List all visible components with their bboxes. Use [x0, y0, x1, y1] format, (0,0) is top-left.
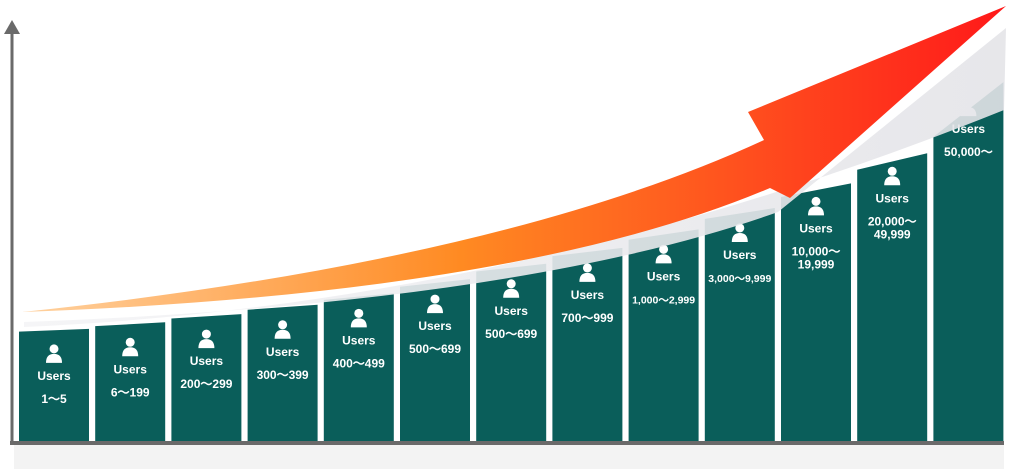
users-label: Users	[876, 191, 910, 205]
users-label: Users	[799, 221, 833, 235]
user-icon	[198, 329, 215, 349]
category-label: 300～399	[257, 368, 309, 382]
y-axis-arrowhead	[4, 20, 20, 34]
users-label: Users	[418, 319, 452, 333]
category-label: 49,999	[874, 227, 911, 241]
category-label: 500～699	[409, 342, 461, 356]
bar	[781, 183, 851, 442]
category-label: 500～699	[485, 327, 537, 341]
category-label: 1～5	[41, 392, 67, 406]
user-icon	[503, 279, 520, 298]
category-label: 10,000～	[792, 244, 841, 258]
category-label: 200～299	[180, 377, 232, 391]
users-label: Users	[647, 269, 681, 283]
user-icon	[731, 223, 748, 242]
category-label: 400～499	[333, 356, 385, 370]
bar	[247, 304, 318, 441]
floor-reflection	[14, 443, 1004, 469]
category-label: 6～199	[111, 385, 150, 399]
trend-arrow-shadow	[24, 28, 1006, 327]
users-label: Users	[37, 369, 71, 383]
bar	[933, 82, 1004, 442]
bar-group: Users 1～5 Users 6～199 Users 200～299 Users 300～3…	[19, 82, 1004, 442]
user-icon	[655, 244, 672, 264]
category-label: 700～999	[561, 311, 613, 325]
users-label: Users	[342, 333, 376, 347]
category-label: 20,000～	[868, 214, 917, 228]
users-label: Users	[190, 354, 224, 368]
user-icon	[46, 344, 62, 363]
trend-arrow	[22, 6, 1006, 312]
users-label: Users	[266, 345, 300, 359]
category-label: 1,000～2,999	[632, 294, 695, 306]
user-icon	[884, 166, 901, 186]
bar	[704, 207, 775, 441]
user-icon	[808, 196, 824, 216]
user-icon	[350, 308, 367, 328]
users-label: Users	[114, 362, 148, 376]
user-icon	[427, 294, 443, 314]
users-label: Users	[495, 304, 529, 318]
bar	[171, 314, 242, 441]
user-icon	[274, 320, 291, 339]
user-icon	[579, 263, 596, 282]
user-icon	[122, 337, 139, 357]
users-label: Users	[723, 248, 757, 262]
category-label: 19,999	[798, 257, 835, 271]
bar	[323, 293, 394, 441]
bar	[476, 263, 547, 441]
bar	[628, 229, 699, 441]
category-label: 50,000～	[944, 145, 993, 159]
bar	[857, 153, 928, 441]
users-label: Users	[571, 288, 605, 302]
category-label: 3,000～9,999	[708, 273, 771, 285]
bar	[95, 322, 166, 441]
bar	[400, 279, 470, 441]
bar	[552, 247, 623, 441]
bar	[19, 328, 89, 441]
